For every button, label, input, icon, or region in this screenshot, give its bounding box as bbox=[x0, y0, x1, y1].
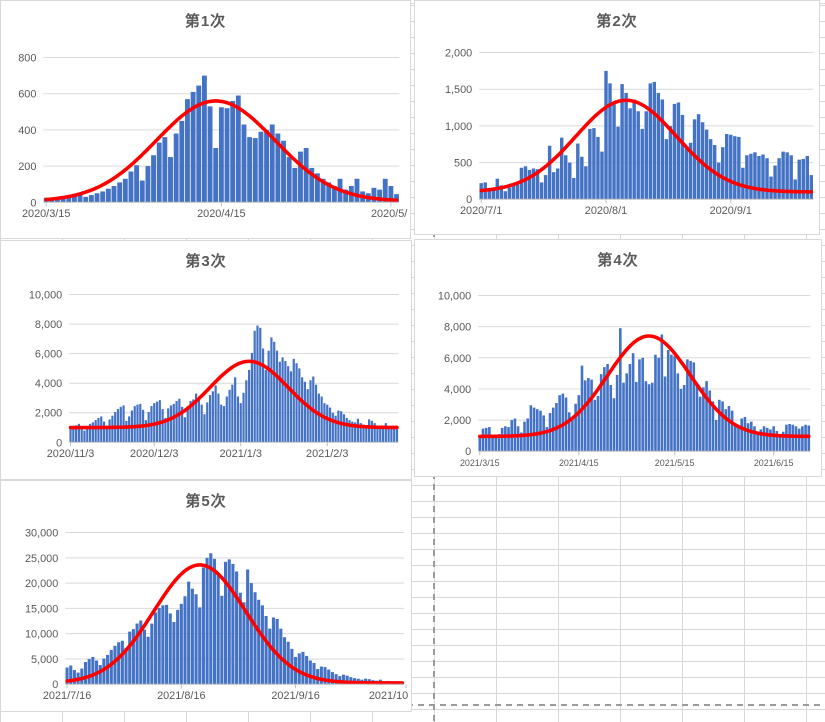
svg-text:0: 0 bbox=[52, 679, 58, 691]
svg-text:800: 800 bbox=[18, 52, 36, 64]
svg-text:2021/2/3: 2021/2/3 bbox=[306, 448, 348, 460]
chart-wave-4-title: 第4次 bbox=[597, 252, 639, 269]
svg-text:0: 0 bbox=[30, 197, 36, 209]
svg-text:2020/8/1: 2020/8/1 bbox=[585, 205, 627, 217]
chart-wave-5[interactable]: 0 5,000 10,000 15,000 20,000 25,000 30,000 2021… bbox=[0, 480, 412, 712]
svg-text:4,000: 4,000 bbox=[35, 378, 62, 390]
svg-text:25,000: 25,000 bbox=[25, 553, 58, 565]
svg-text:10,000: 10,000 bbox=[25, 629, 58, 641]
svg-text:600: 600 bbox=[18, 89, 36, 101]
svg-text:5,000: 5,000 bbox=[31, 654, 58, 666]
chart-wave-4-plot: 0 2,000 4,000 6,000 8,000 10,000 2021/3/15 2021… bbox=[438, 290, 811, 468]
svg-text:2021/5/15: 2021/5/15 bbox=[655, 458, 695, 468]
svg-text:8,000: 8,000 bbox=[35, 319, 62, 331]
svg-text:0: 0 bbox=[56, 437, 62, 449]
svg-text:0: 0 bbox=[466, 194, 472, 206]
svg-text:6,000: 6,000 bbox=[35, 349, 62, 361]
svg-text:2021/1/3: 2021/1/3 bbox=[220, 448, 262, 460]
svg-text:2021/9/16: 2021/9/16 bbox=[271, 690, 319, 702]
svg-text:2021/8/16: 2021/8/16 bbox=[157, 690, 205, 702]
svg-text:2020/4/15: 2020/4/15 bbox=[197, 208, 245, 220]
svg-text:4,000: 4,000 bbox=[444, 384, 471, 396]
svg-text:10,000: 10,000 bbox=[438, 290, 471, 302]
chart-wave-1[interactable]: 0 200 400 600 800 2020/3/15 2020/4/15 2020/5/ 第… bbox=[0, 0, 411, 239]
chart-wave-5-title: 第5次 bbox=[185, 493, 227, 510]
svg-text:2021/10: 2021/10 bbox=[369, 690, 408, 702]
svg-text:2021/4/15: 2021/4/15 bbox=[559, 458, 599, 468]
svg-text:2020/9/1: 2020/9/1 bbox=[710, 205, 752, 217]
svg-text:2,000: 2,000 bbox=[35, 408, 62, 420]
chart-wave-3-plot: 0 2,000 4,000 6,000 8,000 10,000 2020/11/3 2020… bbox=[29, 290, 399, 460]
chart-wave-1-title: 第1次 bbox=[184, 13, 227, 30]
svg-text:2020/7/1: 2020/7/1 bbox=[460, 205, 502, 217]
svg-text:2020/3/15: 2020/3/15 bbox=[22, 208, 70, 220]
svg-text:8,000: 8,000 bbox=[444, 322, 471, 334]
svg-text:2020/11/3: 2020/11/3 bbox=[47, 448, 95, 460]
chart-wave-3[interactable]: 0 2,000 4,000 6,000 8,000 10,000 2020/11/3 2020… bbox=[0, 240, 412, 480]
svg-text:10,000: 10,000 bbox=[29, 290, 62, 302]
svg-text:1,500: 1,500 bbox=[445, 84, 472, 96]
svg-text:2021/6/15: 2021/6/15 bbox=[754, 458, 794, 468]
chart-wave-2[interactable]: 0 500 1,000 1,500 2,000 2020/7/1 2020/8/1 2020/… bbox=[414, 0, 820, 235]
page-break-horizontal-line bbox=[0, 704, 825, 706]
chart-wave-1-plot: 0 200 400 600 800 2020/3/15 2020/4/15 2020/5/ bbox=[18, 52, 408, 220]
svg-text:1,000: 1,000 bbox=[445, 121, 472, 133]
chart-wave-2-plot: 0 500 1,000 1,500 2,000 2020/7/1 2020/8/1 2020/… bbox=[445, 48, 814, 217]
svg-text:2,000: 2,000 bbox=[444, 415, 471, 427]
chart-wave-4[interactable]: 0 2,000 4,000 6,000 8,000 10,000 2021/3/15 2021… bbox=[414, 239, 822, 477]
svg-text:400: 400 bbox=[18, 125, 36, 137]
svg-text:2020/5/: 2020/5/ bbox=[371, 208, 408, 220]
svg-text:200: 200 bbox=[18, 161, 36, 173]
svg-text:2020/12/3: 2020/12/3 bbox=[130, 448, 178, 460]
svg-text:15,000: 15,000 bbox=[25, 603, 58, 615]
chart-wave-5-plot: 0 5,000 10,000 15,000 20,000 25,000 30,000 2021… bbox=[25, 528, 408, 703]
svg-text:2,000: 2,000 bbox=[445, 48, 472, 60]
chart-wave-2-title: 第2次 bbox=[596, 13, 638, 30]
svg-text:30,000: 30,000 bbox=[25, 528, 58, 540]
svg-text:2021/7/16: 2021/7/16 bbox=[43, 690, 91, 702]
svg-text:500: 500 bbox=[454, 158, 472, 170]
svg-text:2021/3/15: 2021/3/15 bbox=[460, 458, 500, 468]
svg-text:0: 0 bbox=[465, 446, 471, 458]
svg-text:6,000: 6,000 bbox=[444, 353, 471, 365]
svg-text:20,000: 20,000 bbox=[25, 578, 58, 590]
chart-wave-3-title: 第3次 bbox=[185, 253, 227, 270]
